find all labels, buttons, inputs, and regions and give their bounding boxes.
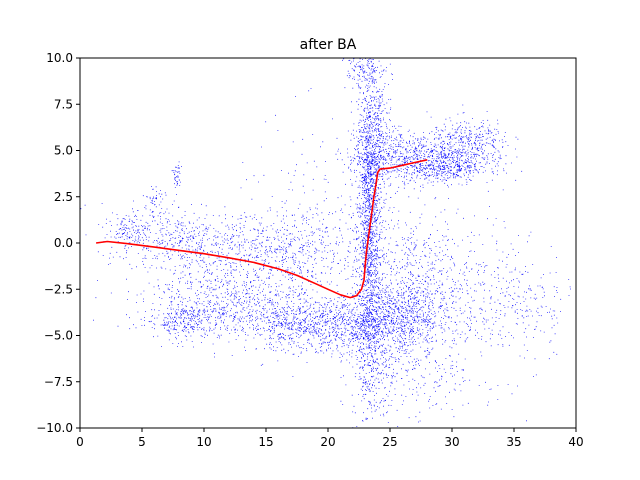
y-axis: −10.0 −7.5 −5.0 −2.5 0.0 2.5 5.0 7.5 10.0 [36, 51, 80, 435]
y-tick-label: 5.0 [54, 144, 73, 158]
x-tick-label: 30 [444, 435, 459, 449]
x-tick-label: 5 [138, 435, 146, 449]
y-tick-label: 0.0 [54, 236, 73, 250]
trajectory-line [95, 159, 428, 299]
trajectory-layer [95, 159, 428, 299]
x-tick-label: 40 [568, 435, 583, 449]
y-tick-label: −5.0 [44, 329, 73, 343]
y-tick-label: 2.5 [54, 190, 73, 204]
y-tick-label: 10.0 [46, 51, 73, 65]
x-axis: 0 5 10 15 20 25 30 35 40 [76, 428, 584, 449]
y-tick-label: −10.0 [36, 421, 73, 435]
x-tick-label: 20 [320, 435, 335, 449]
y-tick-label: −2.5 [44, 282, 73, 296]
chart-title: after BA [300, 37, 357, 53]
x-tick-label: 15 [258, 435, 273, 449]
y-tick-label: 7.5 [54, 97, 73, 111]
x-tick-label: 25 [382, 435, 397, 449]
x-tick-label: 0 [76, 435, 84, 449]
x-tick-label: 35 [506, 435, 521, 449]
y-tick-label: −7.5 [44, 375, 73, 389]
x-tick-label: 10 [196, 435, 211, 449]
